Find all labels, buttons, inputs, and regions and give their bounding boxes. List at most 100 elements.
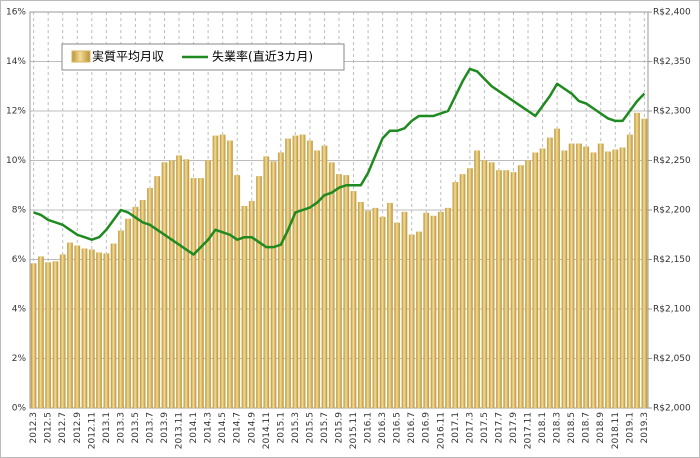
bar — [110, 243, 117, 409]
x-tick-label: 2013.5 — [131, 412, 141, 444]
x-tick-label: 2016.9 — [422, 412, 432, 444]
x-tick-label: 2013.9 — [160, 412, 170, 444]
line — [33, 67, 646, 256]
x-tick-label: 2017.11 — [524, 412, 534, 449]
bar — [503, 170, 510, 409]
bar — [292, 135, 299, 409]
bar — [626, 134, 633, 409]
bar — [597, 143, 604, 409]
bar — [37, 256, 44, 409]
x-tick-label: 2016.7 — [407, 412, 417, 444]
bar — [263, 156, 270, 409]
bar — [219, 134, 226, 409]
bar — [321, 145, 328, 409]
bar — [372, 207, 379, 409]
bar — [96, 252, 102, 409]
bar — [379, 216, 386, 409]
y-tick-label: 4% — [12, 305, 27, 315]
bar — [270, 161, 277, 409]
bar — [336, 174, 342, 409]
bar — [256, 176, 262, 409]
bar — [357, 201, 364, 409]
x-tick-label: 2016.1 — [364, 412, 374, 444]
bar — [445, 207, 451, 409]
bar — [328, 162, 335, 409]
y-tick-label: 14% — [6, 57, 26, 67]
legend-label: 失業率(直近3カ月) — [212, 49, 313, 64]
bar — [634, 112, 641, 409]
bar — [437, 211, 444, 409]
x-tick-label: 2013.11 — [175, 412, 185, 449]
bar — [423, 212, 430, 409]
x-tick-label: 2015.3 — [291, 412, 301, 444]
bar — [612, 149, 619, 409]
bar — [30, 263, 37, 409]
x-tick-label: 2015.7 — [320, 412, 330, 444]
bar — [525, 160, 531, 409]
x-tick-label: 2016.5 — [393, 412, 403, 444]
x-tick-label: 2015.5 — [305, 412, 315, 444]
bar — [365, 210, 371, 409]
bar — [81, 248, 88, 409]
bar — [576, 143, 582, 409]
y2-tick-label: R$2,150 — [653, 255, 691, 265]
bar — [481, 160, 488, 409]
bar — [74, 245, 81, 409]
y2-tick-label: R$2,050 — [653, 354, 691, 364]
y2-tick-label: R$2,300 — [653, 107, 691, 117]
x-tick-label: 2014.11 — [262, 412, 272, 449]
bar — [88, 249, 95, 409]
y-tick-label: 10% — [6, 156, 26, 166]
x-tick-label: 2018.7 — [582, 412, 592, 444]
bar — [416, 231, 422, 409]
x-tick-label: 2012.9 — [73, 412, 83, 444]
bar — [248, 200, 255, 409]
bar — [496, 170, 502, 409]
x-tick-label: 2012.5 — [44, 412, 54, 444]
y2-tick-label: R$2,400 — [653, 8, 691, 18]
y2-tick-label: R$2,000 — [653, 404, 691, 414]
x-tick-label: 2019.3 — [640, 412, 650, 444]
bar — [343, 175, 350, 409]
x-tick-label: 2012.11 — [87, 412, 97, 449]
bar — [510, 172, 517, 409]
x-tick-label: 2018.5 — [567, 412, 577, 444]
bar — [52, 261, 59, 409]
x-tick-label: 2013.7 — [145, 412, 155, 444]
bar — [539, 148, 546, 409]
bar — [546, 137, 553, 409]
bar — [154, 176, 161, 409]
bar — [132, 206, 139, 409]
bar — [605, 151, 611, 409]
bar — [299, 134, 306, 409]
bar — [408, 234, 415, 409]
y2-tick-label: R$2,350 — [653, 57, 691, 67]
bar — [532, 152, 539, 409]
bar — [619, 147, 626, 409]
bar — [212, 135, 219, 409]
legend: 実質平均月収 失業率(直近3カ月) — [61, 43, 345, 71]
bar — [474, 150, 481, 409]
x-tick-label: 2017.3 — [465, 412, 475, 444]
bar — [147, 188, 153, 409]
legend-swatch — [71, 50, 91, 63]
bar — [161, 162, 168, 409]
x-tick-label: 2018.11 — [611, 412, 621, 449]
bar — [277, 152, 284, 409]
bar — [117, 230, 124, 409]
bar — [401, 211, 408, 409]
x-tick-label: 2016.11 — [436, 412, 446, 449]
x-tick-label: 2017.9 — [509, 412, 519, 444]
bar — [561, 150, 568, 409]
bar — [125, 218, 132, 409]
bar — [285, 138, 292, 409]
bar — [307, 140, 313, 409]
bar — [459, 174, 466, 409]
bar — [103, 253, 110, 409]
bar — [241, 205, 248, 409]
x-tick-label: 2013.1 — [102, 412, 112, 444]
x-tick-label: 2014.5 — [218, 412, 228, 444]
bar — [227, 140, 233, 409]
legend-label: 実質平均月収 — [92, 49, 164, 64]
